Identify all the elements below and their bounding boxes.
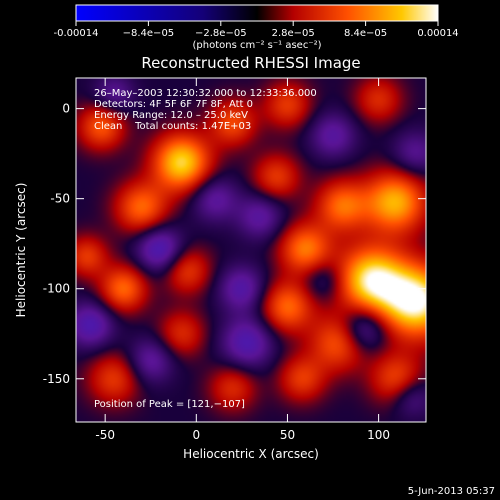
colorbar-tick-label: -0.00014 (54, 28, 99, 39)
plot-frame (75, 77, 427, 423)
peak-position-label: Position of Peak = [121,−107] (94, 399, 245, 410)
y-axis-label: Heliocentric Y (arcsec) (14, 183, 28, 318)
y-tick-label: 0 (62, 102, 70, 116)
x-tick-label: 100 (367, 428, 390, 442)
heatmap-image (76, 78, 426, 422)
x-tick-label: 0 (192, 428, 200, 442)
colorbar-gradient (75, 4, 439, 22)
annotation-block: 26–May–2003 12:30:32.000 to 12:33:36.000… (94, 88, 317, 132)
plot-area (76, 78, 426, 422)
colorbar-tick-label: 8.4e−05 (344, 28, 387, 39)
axis-ticks: -50 0 50 100 0 -50 -100 -150 (43, 78, 426, 442)
x-axis-label: Heliocentric X (arcsec) (183, 447, 319, 461)
colorbar-ticks: -0.00014 −8.4e−05 −2.8e−05 2.8e−05 8.4e−05 0.… (54, 21, 459, 39)
colorbar-tick-label: 0.00014 (417, 28, 458, 39)
y-tick-label: -100 (43, 282, 70, 296)
colorbar-tick-label: −2.8e−05 (195, 28, 247, 39)
y-tick-label: -50 (50, 192, 70, 206)
chart-title: Reconstructed RHESSI Image (141, 54, 360, 72)
colorbar-tick-label: −8.4e−05 (123, 28, 175, 39)
annotation-counts: Clean Total counts: 1.47E+03 (94, 121, 251, 132)
colorbar: -0.00014 −8.4e−05 −2.8e−05 2.8e−05 8.4e−05 0.… (54, 4, 459, 51)
y-tick-label: -150 (43, 372, 70, 386)
annotation-time-range: 26–May–2003 12:30:32.000 to 12:33:36.000 (94, 88, 317, 99)
annotation-energy-range: Energy Range: 12.0 – 25.0 keV (94, 110, 248, 121)
colorbar-tick-label: 2.8e−05 (272, 28, 315, 39)
colorbar-unit-label: (photons cm⁻² s⁻¹ asec⁻²) (192, 40, 321, 51)
annotation-detectors: Detectors: 4F 5F 6F 7F 8F, Att 0 (94, 99, 253, 110)
x-tick-label: 50 (280, 428, 295, 442)
x-tick-label: -50 (95, 428, 115, 442)
footer-date: 5-Jun-2013 05:37 (408, 486, 495, 497)
